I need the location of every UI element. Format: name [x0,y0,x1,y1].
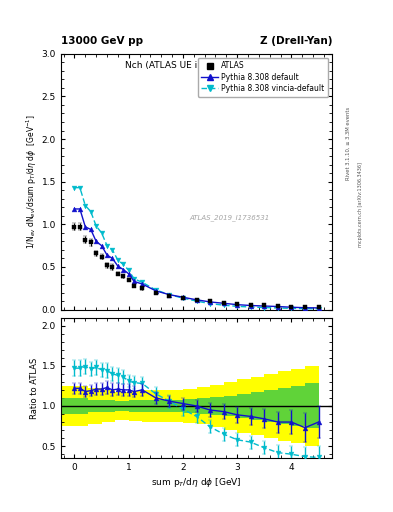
Y-axis label: Ratio to ATLAS: Ratio to ATLAS [30,357,39,418]
Text: Nch (ATLAS UE in Z production): Nch (ATLAS UE in Z production) [125,61,268,71]
Text: Rivet 3.1.10, ≥ 3.3M events: Rivet 3.1.10, ≥ 3.3M events [346,106,351,180]
Text: Z (Drell-Yan): Z (Drell-Yan) [260,36,332,46]
Legend: ATLAS, Pythia 8.308 default, Pythia 8.308 vincia-default: ATLAS, Pythia 8.308 default, Pythia 8.30… [198,57,328,97]
Text: mcplots.cern.ch [arXiv:1306.3436]: mcplots.cern.ch [arXiv:1306.3436] [358,162,363,247]
Text: 13000 GeV pp: 13000 GeV pp [61,36,143,46]
X-axis label: sum p$_T$/d$\eta$ d$\phi$ [GeV]: sum p$_T$/d$\eta$ d$\phi$ [GeV] [151,476,242,489]
Text: ATLAS_2019_I1736531: ATLAS_2019_I1736531 [189,214,269,221]
Y-axis label: 1/N$_{ev}$ dN$_{ev}$/dsum p$_T$/d$\eta$ d$\phi$  [GeV$^{-1}$]: 1/N$_{ev}$ dN$_{ev}$/dsum p$_T$/d$\eta$ … [24,114,39,249]
